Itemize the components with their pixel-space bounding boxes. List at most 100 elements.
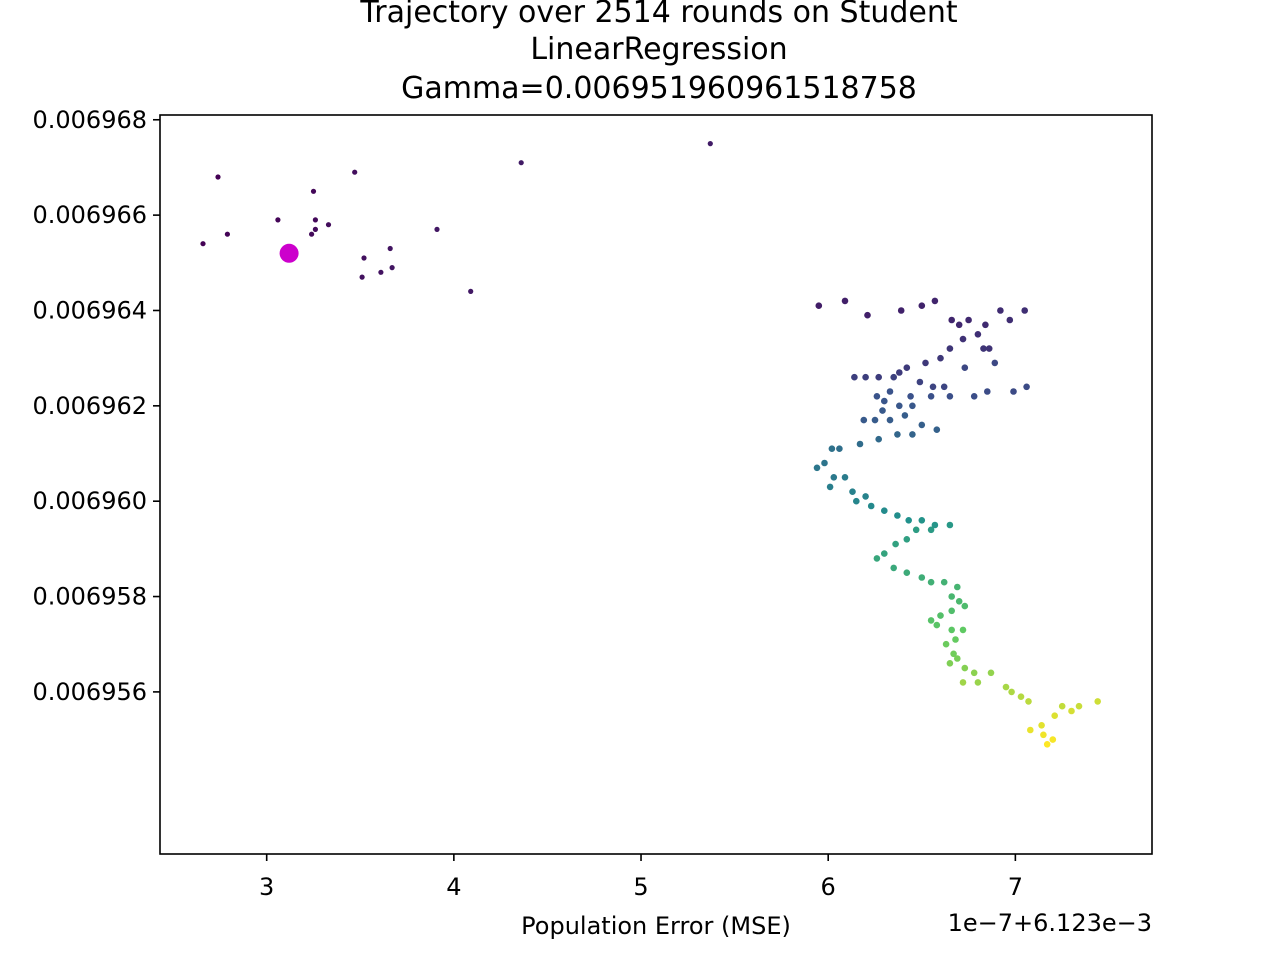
trajectory-point xyxy=(950,650,957,658)
trajectory-point xyxy=(881,397,888,405)
trajectory-point xyxy=(862,493,869,500)
trajectory-point xyxy=(894,512,901,519)
trajectory-point xyxy=(933,621,941,629)
trajectory-point xyxy=(984,388,991,395)
trajectory-point xyxy=(849,488,856,496)
title-line-3: Gamma=0.006951960961518758 xyxy=(401,71,917,106)
trajectory-point xyxy=(961,602,969,610)
trajectory-point xyxy=(916,378,924,386)
trajectory-point xyxy=(864,311,871,319)
trajectory-point xyxy=(1058,702,1066,710)
trajectory-point xyxy=(312,217,318,223)
trajectory-point xyxy=(1006,316,1014,324)
trajectory-point xyxy=(948,316,955,324)
trajectory-point xyxy=(1040,731,1047,739)
trajectory-point xyxy=(518,160,524,166)
trajectory-point xyxy=(853,497,860,505)
trajectory-point xyxy=(985,345,993,352)
trajectory-point xyxy=(468,288,474,294)
trajectory-point xyxy=(970,393,978,400)
trajectory-point xyxy=(918,421,926,429)
trajectory-point xyxy=(275,217,281,223)
trajectory-point xyxy=(959,335,967,343)
trajectory-point xyxy=(927,617,935,624)
trajectory-point xyxy=(1025,698,1032,705)
y-tick-label: 0.006968 xyxy=(32,106,147,134)
trajectory-point xyxy=(361,255,367,261)
trajectory-point xyxy=(224,231,230,237)
chart-title: Trajectory over 2514 rounds on Student L… xyxy=(359,0,957,106)
x-tick-label: 7 xyxy=(1008,873,1023,901)
trajectory-point xyxy=(937,612,944,619)
title-line-2: LinearRegression xyxy=(530,32,787,67)
y-tick-label: 0.006964 xyxy=(32,296,147,324)
trajectory-point xyxy=(881,507,888,514)
trajectory-point xyxy=(903,536,911,543)
trajectory-point xyxy=(434,226,440,232)
trajectory-point xyxy=(940,383,948,391)
trajectory-point xyxy=(890,373,897,381)
y-tick-label: 0.006966 xyxy=(32,201,147,229)
trajectory-point xyxy=(841,297,849,305)
trajectory-point xyxy=(389,265,395,271)
trajectory-point xyxy=(905,517,912,524)
trajectory-point xyxy=(974,331,982,338)
trajectory-point xyxy=(931,521,939,529)
trajectory-point xyxy=(918,517,926,524)
trajectory-point xyxy=(897,307,905,314)
trajectory-point xyxy=(903,364,911,372)
trajectory-point xyxy=(946,345,954,352)
title-line-1: Trajectory over 2514 rounds on Student xyxy=(359,0,957,30)
trajectory-point xyxy=(1049,736,1057,743)
trajectory-point xyxy=(987,669,995,677)
trajectory-point xyxy=(890,564,897,572)
trajectory-point xyxy=(997,307,1004,314)
trajectory-point xyxy=(309,231,315,237)
trajectory-point xyxy=(378,269,384,275)
trajectory-point xyxy=(1021,307,1028,314)
trajectory-point xyxy=(922,359,929,367)
trajectory-point xyxy=(1010,388,1017,395)
trajectory-point xyxy=(948,626,955,634)
trajectory-point xyxy=(325,222,332,228)
trajectory-point xyxy=(1027,726,1034,734)
trajectory-point xyxy=(909,402,916,410)
y-tick-label: 0.006960 xyxy=(32,487,147,515)
trajectory-point xyxy=(927,393,935,400)
x-tick-label: 4 xyxy=(446,873,461,901)
trajectory-point xyxy=(875,373,882,381)
x-tick-label: 6 xyxy=(821,873,836,901)
trajectory-point xyxy=(826,483,834,491)
trajectory-point xyxy=(974,679,982,686)
trajectory-point xyxy=(1075,702,1083,710)
trajectory-point xyxy=(881,550,888,557)
trajectory-point xyxy=(955,598,963,605)
trajectory-point xyxy=(980,345,987,352)
plot-frame xyxy=(159,114,1153,855)
y-tick-label: 0.006956 xyxy=(32,678,147,706)
trajectory-point xyxy=(815,302,823,310)
trajectory-point xyxy=(946,660,954,667)
trajectory-point xyxy=(873,393,881,400)
trajectory-point xyxy=(937,354,944,362)
trajectory-point xyxy=(841,474,849,481)
trajectory-point xyxy=(959,626,967,634)
x-tick-label: 5 xyxy=(633,873,648,901)
trajectory-point xyxy=(821,459,828,467)
trajectory-point xyxy=(828,445,836,453)
trajectory-point xyxy=(352,169,358,175)
trajectory-point xyxy=(912,526,920,534)
trajectory-point xyxy=(931,297,939,305)
trajectory-point xyxy=(1023,383,1030,391)
trajectory-point xyxy=(200,241,206,247)
trajectory-point xyxy=(982,321,989,329)
trajectory-point xyxy=(946,521,954,529)
trajectory-point xyxy=(918,302,926,310)
x-offset-label: 1e−7+6.123e−3 xyxy=(948,909,1152,937)
trajectory-point xyxy=(954,655,961,662)
start-point-marker xyxy=(279,243,299,263)
trajectory-point xyxy=(215,174,221,180)
trajectory-point xyxy=(896,402,903,410)
trajectory-point xyxy=(836,445,843,453)
